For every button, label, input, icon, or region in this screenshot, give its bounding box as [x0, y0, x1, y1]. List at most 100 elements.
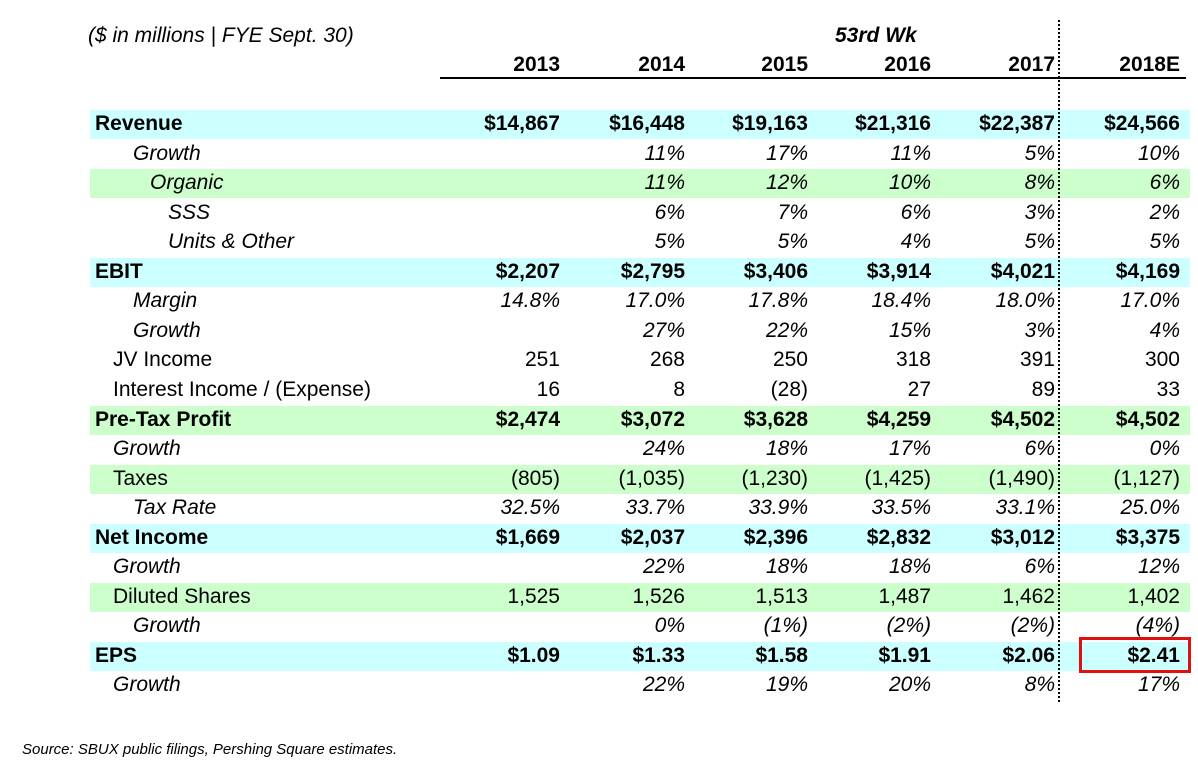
cell: 33 — [1156, 377, 1180, 401]
cell: (28) — [770, 377, 808, 401]
row-label: EPS — [95, 643, 138, 667]
cell: (2%) — [886, 614, 931, 638]
row-label: EBIT — [95, 259, 143, 283]
cell: 27 — [907, 377, 931, 401]
cell: 16 — [536, 377, 560, 401]
cell: 1,462 — [1002, 584, 1055, 608]
cell: $16,448 — [609, 112, 685, 135]
column-header: 2014 — [638, 53, 685, 76]
cell: $1.09 — [507, 643, 560, 667]
cell: 1,487 — [878, 584, 931, 608]
cell: $19,163 — [732, 112, 808, 135]
cell: $3,914 — [866, 259, 931, 283]
cell: 391 — [1019, 348, 1055, 372]
column-header: 2013 — [513, 53, 560, 76]
cell: $3,072 — [620, 407, 685, 431]
column-header: 2016 — [884, 53, 931, 76]
cell: $4,502 — [990, 407, 1055, 431]
cell: 33.1% — [995, 496, 1055, 520]
cell: $3,012 — [990, 525, 1055, 549]
cell: 251 — [524, 348, 560, 372]
cell: $2,207 — [495, 259, 560, 283]
cell: $2.06 — [1002, 643, 1055, 667]
cell: (1,127) — [1113, 466, 1180, 490]
row-label: Margin — [133, 289, 198, 313]
table-row: Growth 11% 17% 11% 5% 10% — [90, 140, 1190, 169]
row-label: Diluted Shares — [113, 584, 251, 608]
cell: (1,035) — [618, 466, 685, 490]
table-row: Margin 14.8% 17.0% 17.8% 18.4% 18.0% 17.0% — [90, 287, 1190, 316]
column-header: 2017 — [1008, 53, 1055, 76]
week-note: 53rd Wk — [835, 24, 917, 47]
cell: 11% — [644, 141, 685, 165]
cell: $3,628 — [743, 407, 808, 431]
row-label: Growth — [133, 614, 201, 638]
cell: 22% — [765, 318, 808, 342]
estimate-divider — [1058, 20, 1060, 702]
source: Source: SBUX public filings, Pershing Sq… — [22, 741, 398, 758]
cell: 4% — [900, 230, 931, 254]
row-label: Net Income — [95, 525, 209, 549]
row-label: Taxes — [113, 466, 168, 490]
cell: 33.5% — [871, 496, 931, 520]
cell: $1.58 — [755, 643, 808, 667]
row-label: Growth — [133, 318, 201, 342]
table-row: Taxes (805) (1,035) (1,230) (1,425) (1,490) (1… — [90, 464, 1190, 494]
cell: 3% — [1024, 318, 1055, 342]
cell: $1.91 — [878, 643, 931, 667]
cell: 12% — [1137, 555, 1180, 579]
cell: $4,259 — [866, 407, 931, 431]
cell: $3,375 — [1115, 525, 1180, 549]
cell: (2%) — [1010, 614, 1055, 638]
table-row: Growth 24% 18% 17% 6% 0% — [90, 435, 1190, 464]
cell: $2,795 — [620, 259, 685, 283]
row-label: Growth — [113, 555, 181, 579]
table-row: Units & Other 5% 5% 4% 5% 5% — [90, 228, 1190, 257]
cell: 5% — [1024, 230, 1055, 254]
cell: 0% — [654, 614, 685, 638]
cell: $2,474 — [495, 407, 560, 431]
cell: 318 — [895, 348, 931, 372]
cell: 268 — [649, 348, 685, 372]
cell: 6% — [1024, 555, 1055, 579]
cell: 17.8% — [748, 289, 808, 313]
row-label: Revenue — [95, 112, 183, 135]
cell: 6% — [900, 200, 931, 224]
cell: 8% — [1024, 673, 1055, 697]
cell: 2% — [1149, 200, 1180, 224]
cell: (1,490) — [988, 466, 1055, 490]
cell: 19% — [765, 673, 808, 697]
cell: $24,566 — [1104, 112, 1180, 135]
table-row: Growth 22% 18% 18% 6% 12% — [90, 553, 1190, 582]
cell: 18% — [765, 555, 808, 579]
cell: 5% — [1149, 230, 1180, 254]
cell: 5% — [654, 230, 685, 254]
cell: 10% — [1137, 141, 1180, 165]
cell: 15% — [888, 318, 931, 342]
table-row: Tax Rate 32.5% 33.7% 33.9% 33.5% 33.1% 25.0% — [90, 494, 1190, 523]
cell: 24% — [642, 437, 685, 461]
cell: 1,525 — [507, 584, 560, 608]
cell: 25.0% — [1120, 496, 1180, 520]
cell: 1,402 — [1127, 584, 1180, 608]
cell: 12% — [765, 171, 808, 195]
cell: 10% — [888, 171, 931, 195]
cell: 1,526 — [632, 584, 685, 608]
row-label: Units & Other — [168, 230, 295, 254]
table-row: Pre-Tax Profit $2,474 $3,072 $3,628 $4,259 $4… — [90, 405, 1190, 435]
row-label: Tax Rate — [133, 496, 217, 520]
row-label: Growth — [133, 141, 201, 165]
cell: $21,316 — [855, 112, 931, 135]
cell: $2,832 — [866, 525, 931, 549]
cell: 6% — [654, 200, 685, 224]
cell: 18.4% — [871, 289, 931, 313]
row-label: SSS — [168, 200, 211, 224]
table-row: Interest Income / (Expense) 16 8 (28) 27 89 33 — [90, 376, 1190, 405]
header-rule — [440, 77, 1186, 79]
cell: $22,387 — [979, 112, 1055, 135]
cell: 18% — [888, 555, 931, 579]
table-row: Growth 27% 22% 15% 3% 4% — [90, 317, 1190, 346]
table-row: JV Income 251 268 250 318 391 300 — [90, 346, 1190, 375]
cell: 20% — [888, 673, 931, 697]
cell: 4% — [1149, 318, 1180, 342]
